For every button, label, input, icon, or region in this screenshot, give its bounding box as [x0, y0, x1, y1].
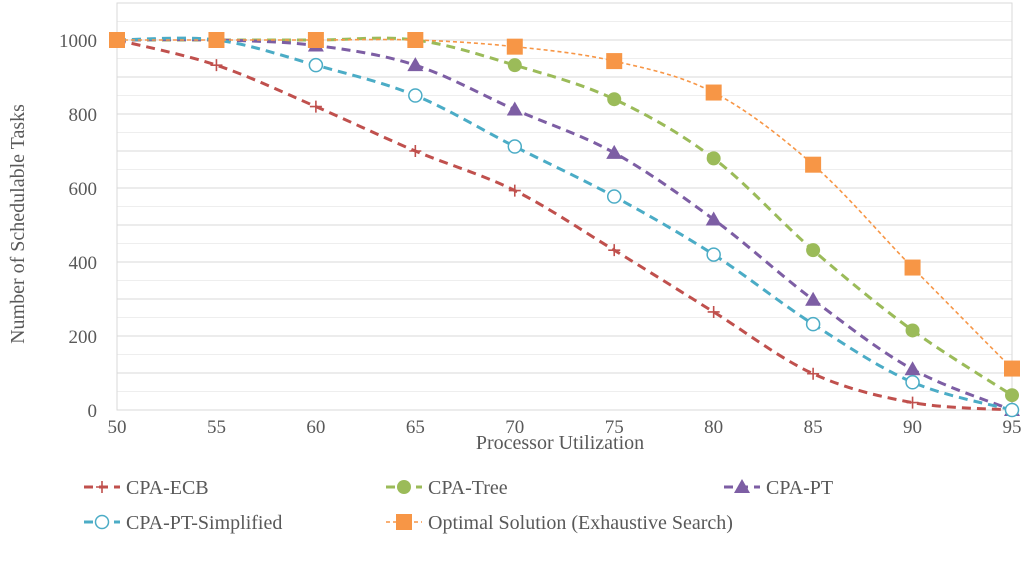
data-point-4: [308, 57, 324, 73]
data-point-5: [407, 32, 424, 48]
series-line-3: [116, 38, 1013, 412]
x-tick-label: 50: [108, 417, 127, 438]
data-point-5: [606, 53, 623, 70]
legend-marker: [734, 479, 750, 493]
y-tick-label: 0: [88, 401, 98, 422]
y-tick-label: 200: [69, 327, 98, 348]
data-point-5: [705, 84, 722, 101]
series-line-2: [116, 36, 1013, 397]
y-axis-ticks: 0 200 400 600 800 1000: [59, 31, 97, 422]
data-point-1: [409, 145, 422, 157]
series-line-5: [116, 38, 1013, 370]
x-tick-label: 70: [505, 417, 524, 438]
series-line-4: [116, 36, 1013, 412]
data-point-4: [408, 88, 423, 103]
legend: CPA-ECB CPA-Tree CPA-PT CPA-PT-Simplified Op…: [84, 477, 833, 534]
data-point-2: [1005, 388, 1019, 403]
data-point-1: [707, 305, 720, 318]
data-point-3: [705, 211, 722, 226]
data-point-2: [507, 58, 522, 73]
y-axis-title: Number of Schedulable Tasks: [7, 104, 29, 344]
x-tick-label: 75: [605, 417, 624, 438]
data-point-4: [1004, 402, 1020, 418]
x-tick-label: 65: [406, 417, 425, 438]
y-tick-label: 600: [69, 179, 98, 200]
data-point-1: [608, 244, 621, 257]
data-point-5: [307, 32, 324, 48]
data-point-1: [906, 396, 919, 409]
x-tick-label: 85: [804, 417, 823, 438]
data-point-2: [607, 92, 622, 107]
data-point-3: [805, 291, 822, 306]
data-point-5: [805, 156, 822, 173]
x-tick-label: 60: [306, 417, 325, 438]
series-layer: [109, 32, 1020, 418]
y-tick-label: 1000: [59, 31, 97, 52]
data-point-5: [904, 259, 921, 276]
data-point-2: [905, 323, 920, 338]
legend-label: Optimal Solution (Exhaustive Search): [428, 512, 733, 534]
data-point-3: [506, 101, 523, 116]
legend-marker: [397, 480, 411, 494]
x-tick-label: 80: [704, 417, 723, 438]
x-axis-ticks: 50 55 60 65 70 75 80 85 90 95: [108, 417, 1022, 438]
data-point-1: [309, 100, 322, 113]
data-point-2: [806, 243, 821, 258]
legend-marker: [96, 481, 108, 493]
data-point-4: [706, 247, 721, 262]
y-tick-label: 400: [69, 253, 98, 274]
legend-marker: [396, 514, 412, 530]
y-tick-label: 800: [69, 105, 98, 126]
data-point-1: [807, 367, 820, 380]
data-point-1: [210, 59, 223, 72]
data-point-3: [904, 361, 921, 376]
x-tick-label: 90: [903, 417, 922, 438]
plot-border: [116, 2, 1013, 411]
data-point-1: [508, 184, 521, 197]
data-point-5: [1004, 360, 1020, 377]
data-point-5: [506, 38, 523, 55]
data-point-5: [109, 32, 125, 48]
x-tick-label: 55: [207, 417, 226, 438]
legend-label: CPA-Tree: [428, 477, 508, 499]
series-line-1: [116, 38, 1013, 412]
data-point-4: [606, 189, 622, 204]
legend-label: CPA-PT-Simplified: [126, 512, 282, 534]
legend-label: CPA-ECB: [126, 477, 209, 499]
data-point-2: [706, 151, 721, 166]
data-point-3: [606, 144, 623, 159]
data-point-5: [208, 32, 225, 48]
data-point-4: [805, 316, 821, 332]
x-axis-title: Processor Utilization: [476, 432, 644, 454]
legend-label: CPA-PT: [766, 477, 833, 499]
x-tick-label: 95: [1003, 417, 1022, 438]
data-point-4: [507, 139, 523, 154]
data-point-3: [407, 57, 424, 72]
data-point-4: [905, 375, 920, 390]
legend-marker: [94, 514, 110, 530]
